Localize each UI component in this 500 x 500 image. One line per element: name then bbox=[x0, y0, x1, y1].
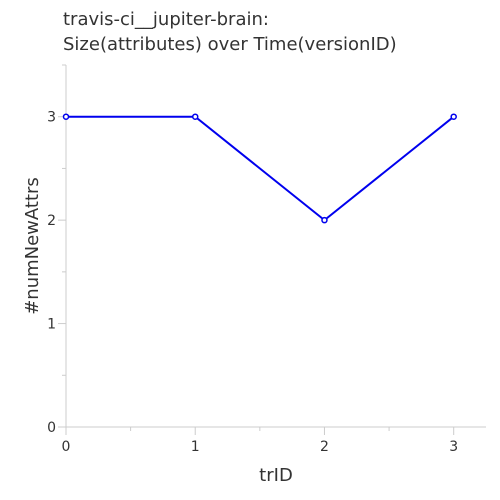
chart-title-line-2: Size(attributes) over Time(versionID) bbox=[63, 34, 397, 55]
x-axis-ticks: 0 1 2 3 bbox=[62, 427, 458, 455]
series-line-0 bbox=[66, 115, 455, 222]
y-tick-label: 0 bbox=[47, 420, 56, 436]
y-axis-ticks: 0 1 2 3 bbox=[47, 64, 66, 436]
x-tick-label: 0 bbox=[62, 439, 71, 455]
series-layer bbox=[62, 113, 457, 224]
chart-title: travis-ci__jupiter-brain: Size(attribute… bbox=[63, 9, 397, 55]
x-tick-label: 1 bbox=[191, 439, 200, 455]
y-tick-label: 2 bbox=[47, 213, 56, 229]
x-tick-label: 2 bbox=[320, 439, 329, 455]
data-point bbox=[450, 113, 457, 120]
y-axis-label: #numNewAttrs bbox=[22, 177, 43, 315]
chart-title-line-1: travis-ci__jupiter-brain: bbox=[63, 9, 269, 30]
data-point bbox=[62, 113, 70, 120]
x-axis-label: trID bbox=[259, 465, 293, 486]
x-tick-label: 3 bbox=[449, 439, 458, 455]
y-tick-label: 3 bbox=[47, 110, 56, 126]
data-point bbox=[191, 113, 199, 120]
data-point bbox=[321, 216, 328, 224]
y-tick-label: 1 bbox=[47, 317, 56, 333]
